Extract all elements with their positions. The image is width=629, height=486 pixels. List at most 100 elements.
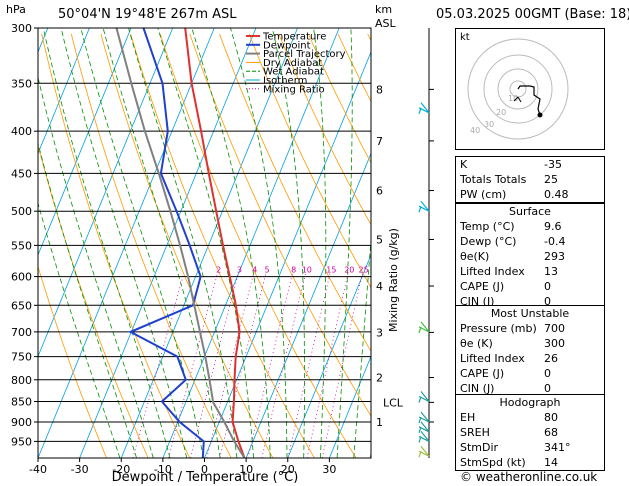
temperature-tick-label: -10: [154, 463, 172, 476]
most-unstable-table: Most Unstable Pressure (mb) 700 θe (K) 300 Li…: [455, 305, 605, 397]
table-row: EH 80: [456, 410, 604, 425]
row-value: 26: [544, 352, 558, 365]
hodograph-svg: kt 10 20 30 40: [460, 32, 569, 140]
km-tick-label: 5: [376, 233, 383, 246]
km-tick-label: 3: [376, 326, 383, 339]
table-row: Lifted Index 26: [456, 351, 604, 366]
isotherm-line: [120, 28, 298, 458]
table-row: PW (cm) 0.48: [456, 187, 604, 202]
wet-adiabat-line: [80, 28, 204, 458]
row-value: 341°: [544, 441, 571, 454]
table-row: CAPE (J) 0: [456, 279, 604, 294]
row-label: Pressure (mb): [460, 322, 537, 335]
datetime-title: 05.03.2025 00GMT (Base: 18): [436, 7, 629, 22]
mixing-ratio-label: 5: [264, 266, 269, 275]
pressure-tick-label: 400: [11, 125, 32, 138]
mixing-ratio-axis-label: Mixing Ratio (g/kg): [387, 228, 400, 332]
hodograph-table: Hodograph EH 80 SREH 68 StmDir 341° StmSpd (kt)…: [455, 394, 605, 471]
hodograph-trace: [517, 85, 541, 116]
hodograph-ring-4: [467, 38, 569, 140]
mixing-ratio-line: [219, 273, 267, 458]
table-row: θe(K) 293: [456, 249, 604, 264]
km-tick-label: 8: [376, 83, 383, 96]
wet-adiabat-line: [191, 28, 271, 458]
isotherm-line: [38, 28, 174, 358]
row-value: -0.4: [544, 235, 566, 248]
row-value: 0: [544, 382, 551, 395]
skewt-background-lines: [38, 28, 629, 458]
row-label: CAPE (J): [460, 367, 505, 380]
table-title: Surface: [509, 205, 551, 218]
row-label: Lifted Index: [460, 265, 525, 278]
row-label: Lifted Index: [460, 352, 525, 365]
row-value: -35: [544, 158, 562, 171]
row-value: 0: [544, 295, 551, 308]
table-row: StmSpd (kt) 14: [456, 455, 604, 470]
row-value: 0: [544, 367, 551, 380]
wet-adiabat-line: [157, 28, 254, 458]
wind-barb: [418, 431, 430, 443]
pressure-tick-label: 500: [11, 205, 32, 218]
dry-adiabat-line: [605, 34, 629, 458]
hodograph-panel: kt 10 20 30 40: [455, 28, 605, 150]
wind-barb: [418, 102, 430, 114]
wind-barb: [418, 200, 430, 213]
dry-adiabat-line: [189, 33, 371, 417]
surface-table: Surface Temp (°C) 9.6 Dewp (°C) -0.4 θe(K) 293…: [455, 203, 605, 310]
row-label: K: [460, 158, 468, 171]
dry-adiabat-line: [38, 143, 149, 458]
row-label: θe (K): [460, 337, 493, 350]
row-value: 14: [544, 456, 558, 469]
hodograph-ring-label-4: 40: [470, 126, 480, 135]
row-label: CIN (J): [460, 295, 495, 308]
series-parcel-trajectory: [115, 28, 246, 458]
km-tick-label: LCL: [383, 396, 404, 409]
wet-adiabat-line: [38, 201, 121, 458]
row-value: 13: [544, 265, 558, 278]
mixing-ratio-label: 25: [358, 266, 368, 275]
dry-adiabat-line: [248, 33, 371, 289]
isotherm-line: [329, 355, 371, 458]
legend-label: Dry Adiabat: [263, 58, 322, 69]
wet-adiabat-line: [313, 28, 327, 458]
mixing-ratio-label: 4: [252, 266, 257, 275]
row-label: Temp (°C): [460, 220, 515, 233]
row-value: 293: [544, 250, 565, 263]
isotherm-line: [38, 28, 215, 458]
row-label: CIN (J): [460, 382, 495, 395]
mixing-ratio-label: 10: [302, 266, 312, 275]
row-value: 25: [544, 173, 558, 186]
wet-adiabat-line: [128, 28, 238, 458]
asl-axis-label: ASL: [375, 17, 396, 30]
row-label: EH: [460, 411, 476, 424]
wind-barb: [418, 391, 430, 403]
row-label: CAPE (J): [460, 280, 505, 293]
wet-adiabat-line: [336, 28, 353, 458]
row-value: 9.6: [544, 220, 562, 233]
wind-barbs: [418, 102, 430, 458]
hodograph-ring-label-3: 30: [484, 120, 494, 129]
mixing-ratio-label: 2: [216, 266, 221, 275]
hodograph-end-dot: [537, 112, 543, 118]
temperature-tick-label: -30: [71, 463, 89, 476]
table-row: CAPE (J) 0: [456, 366, 604, 381]
row-value: 68: [544, 426, 558, 439]
hodograph-kt-label: kt: [460, 32, 470, 43]
km-tick-label: 1: [376, 416, 383, 429]
pressure-tick-label: 750: [11, 351, 32, 364]
profile-series: [115, 28, 246, 458]
legend-label: Mixing Ratio: [263, 84, 325, 95]
km-tick-label: 2: [376, 372, 383, 385]
legend-label: Isotherm: [263, 76, 307, 87]
row-label: StmSpd (kt): [460, 456, 526, 469]
dry-adiabat-line: [278, 33, 371, 226]
table-row: CIN (J) 0: [456, 294, 604, 309]
table-row: Pressure (mb) 700: [456, 321, 604, 336]
isotherm-line: [162, 28, 340, 458]
table-row: Dewp (°C) -0.4: [456, 234, 604, 249]
km-tick-label: 4: [376, 280, 383, 293]
temperature-tick-labels: -40 -30 -20 -10 0 10 20 30: [29, 458, 336, 476]
km-axis-label: km: [375, 3, 393, 16]
